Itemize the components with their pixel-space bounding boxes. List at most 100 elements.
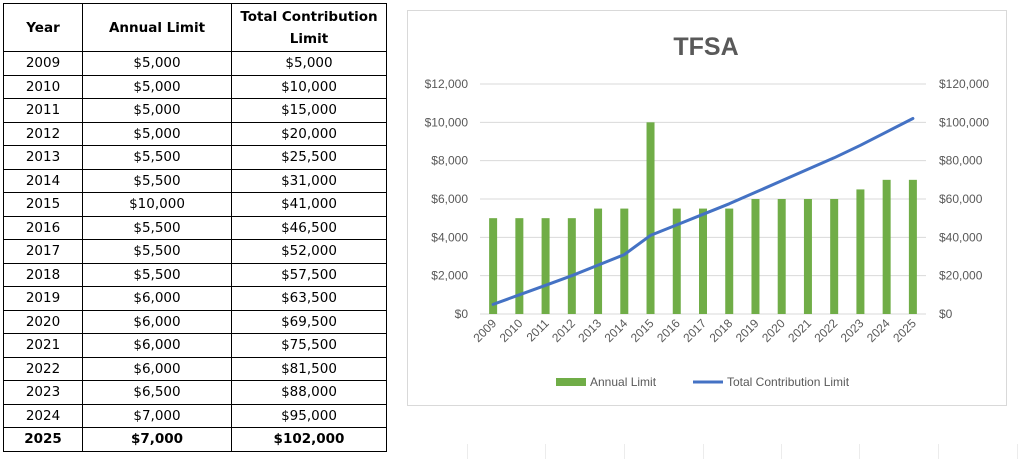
cell-total-contribution-limit: $41,000 bbox=[231, 192, 387, 217]
cell-year: 2017 bbox=[3, 239, 83, 264]
cell-year: 2020 bbox=[3, 309, 83, 334]
cell-annual-limit: $5,500 bbox=[82, 215, 232, 240]
cell-total-contribution-limit: $25,500 bbox=[231, 145, 387, 170]
cell-total-contribution-limit: $31,000 bbox=[231, 168, 387, 193]
cell-total-contribution-limit: $63,500 bbox=[231, 286, 387, 311]
table-row: 2024 $7,000 $95,000 bbox=[3, 403, 387, 428]
cell-total-contribution-limit: $69,500 bbox=[231, 309, 387, 334]
table-row: 2022 $6,000 $81,500 bbox=[3, 356, 387, 381]
cell-total-contribution-limit: $5,000 bbox=[231, 51, 387, 76]
x-tick-label: 2024 bbox=[864, 316, 893, 345]
y-left-tick-label: $0 bbox=[455, 307, 469, 321]
x-tick-label: 2021 bbox=[785, 316, 814, 345]
cell-annual-limit: $5,500 bbox=[82, 145, 232, 170]
table-row: 2020 $6,000 $69,500 bbox=[3, 309, 387, 334]
x-tick-label: 2015 bbox=[628, 316, 657, 345]
legend-label-total-contribution-limit: Total Contribution Limit bbox=[727, 375, 850, 389]
cell-total-contribution-limit: $75,500 bbox=[231, 333, 387, 358]
cell-year: 2021 bbox=[3, 333, 83, 358]
divider bbox=[545, 444, 546, 459]
line-total-contribution-limit bbox=[491, 117, 915, 306]
table-row: 2016 $5,500 $46,500 bbox=[3, 215, 387, 240]
cell-year: 2023 bbox=[3, 380, 83, 405]
cell-annual-limit: $5,000 bbox=[82, 121, 232, 146]
table-row: 2021 $6,000 $75,500 bbox=[3, 333, 387, 358]
y-left-tick-label: $8,000 bbox=[431, 154, 468, 168]
x-tick-label: 2013 bbox=[575, 316, 604, 345]
y-right-tick-label: $40,000 bbox=[939, 230, 983, 244]
bar-annual-limit bbox=[882, 179, 891, 314]
cell-total-contribution-limit: $10,000 bbox=[231, 74, 387, 99]
divider bbox=[938, 444, 939, 459]
cell-total-contribution-limit: $102,000 bbox=[231, 427, 387, 452]
legend-swatch-annual-limit bbox=[556, 378, 586, 386]
cell-year: 2014 bbox=[3, 168, 83, 193]
cell-annual-limit: $6,500 bbox=[82, 380, 232, 405]
header-annual-limit: Annual Limit bbox=[82, 3, 232, 52]
cell-year: 2019 bbox=[3, 286, 83, 311]
cell-annual-limit: $6,000 bbox=[82, 356, 232, 381]
y-right-tick-label: $80,000 bbox=[939, 154, 983, 168]
header-total-contribution-limit: Total Contribution Limit bbox=[231, 3, 387, 52]
table-row: 2009 $5,000 $5,000 bbox=[3, 51, 387, 76]
cell-year: 2022 bbox=[3, 356, 83, 381]
table-row: 2011 $5,000 $15,000 bbox=[3, 98, 387, 123]
table-row: 2010 $5,000 $10,000 bbox=[3, 74, 387, 99]
x-tick-label: 2019 bbox=[733, 316, 762, 345]
cell-total-contribution-limit: $52,000 bbox=[231, 239, 387, 264]
cell-total-contribution-limit: $81,500 bbox=[231, 356, 387, 381]
x-tick-label: 2025 bbox=[890, 316, 919, 345]
cell-annual-limit: $6,000 bbox=[82, 286, 232, 311]
cell-year: 2013 bbox=[3, 145, 83, 170]
bar-annual-limit bbox=[725, 208, 734, 314]
bar-annual-limit bbox=[620, 208, 629, 314]
cell-year: 2010 bbox=[3, 74, 83, 99]
tfsa-chart: TFSA $0 $0 $2,000 $20,000 $4,000 $40,000 $6,000… bbox=[407, 10, 1007, 406]
cell-annual-limit: $7,000 bbox=[82, 403, 232, 428]
tfsa-table: Year Annual Limit Total Contribution Lim… bbox=[3, 3, 387, 452]
cell-total-contribution-limit: $46,500 bbox=[231, 215, 387, 240]
divider bbox=[624, 444, 625, 459]
cell-annual-limit: $6,000 bbox=[82, 309, 232, 334]
cell-annual-limit: $5,000 bbox=[82, 51, 232, 76]
cell-total-contribution-limit: $20,000 bbox=[231, 121, 387, 146]
x-tick-label: 2016 bbox=[654, 316, 683, 345]
bar-annual-limit bbox=[672, 208, 681, 314]
y-left-tick-label: $12,000 bbox=[425, 77, 469, 91]
y-right-tick-label: $60,000 bbox=[939, 192, 983, 206]
chart-canvas: TFSA $0 $0 $2,000 $20,000 $4,000 $40,000 $6,000… bbox=[425, 33, 990, 389]
table-row: 2013 $5,500 $25,500 bbox=[3, 145, 387, 170]
cell-year: 2009 bbox=[3, 51, 83, 76]
table-row: 2025 $7,000 $102,000 bbox=[3, 427, 387, 452]
table-row: 2023 $6,500 $88,000 bbox=[3, 380, 387, 405]
table-header-row: Year Annual Limit Total Contribution Lim… bbox=[3, 3, 387, 52]
cell-total-contribution-limit: $95,000 bbox=[231, 403, 387, 428]
y-left-tick-label: $6,000 bbox=[431, 192, 468, 206]
y-right-tick-label: $120,000 bbox=[939, 77, 989, 91]
x-tick-label: 2011 bbox=[524, 316, 552, 344]
divider bbox=[1017, 444, 1018, 459]
bar-annual-limit bbox=[515, 218, 524, 314]
bar-annual-limit bbox=[646, 122, 655, 314]
table-row: 2017 $5,500 $52,000 bbox=[3, 239, 387, 264]
cell-annual-limit: $7,000 bbox=[82, 427, 232, 452]
table-row: 2015 $10,000 $41,000 bbox=[3, 192, 387, 217]
y-right-tick-label: $100,000 bbox=[939, 115, 989, 129]
bar-annual-limit bbox=[489, 218, 498, 314]
divider bbox=[859, 444, 860, 459]
cell-total-contribution-limit: $15,000 bbox=[231, 98, 387, 123]
cell-annual-limit: $6,000 bbox=[82, 333, 232, 358]
bar-annual-limit bbox=[830, 199, 839, 314]
cell-year: 2016 bbox=[3, 215, 83, 240]
cell-annual-limit: $5,000 bbox=[82, 98, 232, 123]
cell-annual-limit: $5,500 bbox=[82, 168, 232, 193]
cell-total-contribution-limit: $57,500 bbox=[231, 262, 387, 287]
divider bbox=[781, 444, 782, 459]
x-tick-label: 2023 bbox=[838, 316, 867, 345]
bar-annual-limit bbox=[856, 189, 865, 314]
x-tick-label: 2017 bbox=[680, 316, 709, 345]
cell-year: 2024 bbox=[3, 403, 83, 428]
cell-year: 2018 bbox=[3, 262, 83, 287]
cell-year: 2012 bbox=[3, 121, 83, 146]
divider bbox=[467, 444, 468, 459]
